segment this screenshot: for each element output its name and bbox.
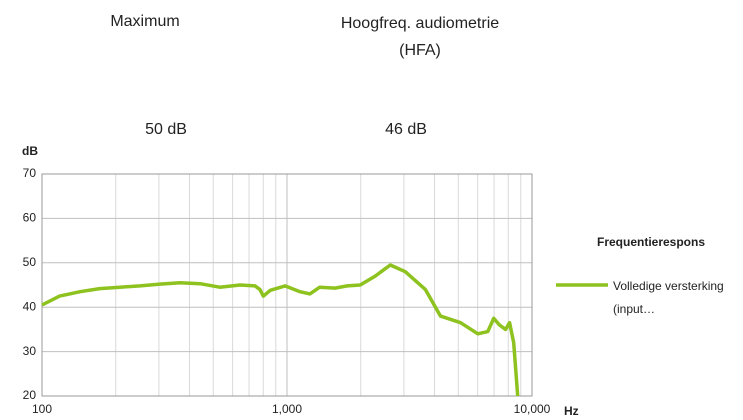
legend-title: Frequentierespons: [597, 235, 705, 249]
y-tick-label: 40: [23, 299, 37, 313]
header: Hoogfreq. audiometrie (HFA): [340, 15, 500, 59]
header-wrap: Hoogfreq. audiometrie (HFA): [340, 15, 500, 59]
y-axis-label: dB: [22, 144, 38, 158]
header-value: 50 dB: [145, 121, 187, 138]
x-axis-label: Hz: [564, 404, 579, 418]
y-tick-label: 30: [23, 344, 37, 358]
x-tick-label: 1,000: [272, 402, 302, 416]
y-tick-label: 50: [23, 255, 37, 269]
plot-border: [41, 173, 533, 397]
y-tick-label: 60: [23, 211, 37, 225]
y-tick-label: 70: [23, 166, 37, 180]
header-value: 46 dB: [385, 121, 427, 138]
legend-label: Volledige versterking (input…: [613, 279, 724, 316]
y-tick-label: 20: [23, 388, 37, 402]
x-tick-label: 10,000: [514, 402, 551, 416]
x-tick-label: 100: [32, 402, 52, 416]
line: [41, 263, 520, 397]
header: Maximum: [110, 13, 179, 30]
